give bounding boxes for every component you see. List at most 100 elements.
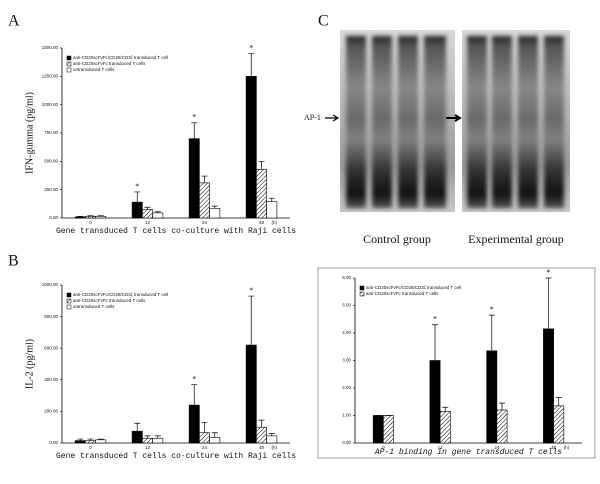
bar xyxy=(496,409,508,444)
x-tick-label: 48 xyxy=(259,220,265,225)
legend-swatch xyxy=(66,67,72,73)
y-tick-label: 1500.00 xyxy=(42,45,59,50)
significance-mark: * xyxy=(192,374,196,383)
y-tick-label: 750.00 xyxy=(44,130,58,135)
error-bar xyxy=(134,191,141,203)
bar xyxy=(188,138,200,219)
error-bar xyxy=(442,406,449,412)
legend-label: untransduced T cells xyxy=(73,304,115,309)
error-bar xyxy=(211,205,218,209)
error-bar xyxy=(97,438,104,440)
error-bar xyxy=(87,215,94,217)
y-tick-label: 500.00 xyxy=(44,159,58,164)
panel-label: C xyxy=(318,13,329,30)
band-label: AP-1 xyxy=(304,113,321,122)
error-bar xyxy=(498,402,505,410)
bar xyxy=(383,415,394,444)
panel-frame xyxy=(317,267,596,459)
x-tick-label: 24 xyxy=(202,220,208,225)
bar xyxy=(486,350,498,444)
error-bar xyxy=(248,295,255,346)
significance-mark: * xyxy=(433,315,437,324)
error-bar xyxy=(268,197,275,202)
bar xyxy=(95,439,107,444)
y-tick-label: 2.00 xyxy=(342,385,351,390)
significance-mark: * xyxy=(249,286,253,295)
bar xyxy=(199,432,210,444)
bar xyxy=(439,411,451,444)
error-bar xyxy=(154,211,161,213)
x-tick-label: 0 xyxy=(89,445,92,450)
error-bar xyxy=(248,53,255,77)
error-bar xyxy=(87,438,94,441)
legend-swatch xyxy=(66,61,72,67)
bar xyxy=(209,208,221,219)
bar xyxy=(152,212,164,219)
bar xyxy=(85,440,96,444)
y-tick-label: 4.00 xyxy=(342,330,351,335)
group-label: Experimental group xyxy=(468,232,564,246)
bar xyxy=(553,405,565,444)
bar xyxy=(266,201,278,219)
legend-swatch xyxy=(359,285,365,291)
x-axis-label: Gene transduced T cells co-culture with … xyxy=(56,227,296,236)
significance-mark: * xyxy=(192,113,196,122)
panel-label: A xyxy=(8,13,20,30)
error-bar xyxy=(191,384,198,406)
gel-image xyxy=(325,30,570,212)
bar xyxy=(245,76,257,219)
bar xyxy=(245,344,257,444)
x-tick-label: 12 xyxy=(438,445,444,450)
legend-label: untransduced T cells xyxy=(73,67,115,72)
legend-label: anti-CD20scFvFc/CD28/CD3ζ transduced T c… xyxy=(73,292,168,297)
bar xyxy=(188,404,200,444)
legend-swatch xyxy=(66,55,72,61)
bar xyxy=(256,426,267,444)
y-tick-label: 200.00 xyxy=(44,409,58,414)
legend-swatch xyxy=(66,304,72,310)
bar xyxy=(131,201,143,219)
legend-label: anti-CD20scFvFc/CD28/CD3ζ transduced T c… xyxy=(73,55,168,60)
error-bar xyxy=(134,422,141,432)
x-tick-label: 24 xyxy=(494,445,500,450)
error-bar xyxy=(144,206,151,210)
error-bar xyxy=(77,438,84,441)
legend-swatch xyxy=(359,291,365,297)
x-unit: (h) xyxy=(564,445,570,450)
x-unit: (h) xyxy=(272,220,278,225)
x-axis-label: Gene transduced T cells co-culture with … xyxy=(56,452,296,461)
panel-label: B xyxy=(8,253,19,270)
error-bar xyxy=(258,419,265,428)
error-bar xyxy=(191,122,198,139)
x-tick-label: 12 xyxy=(145,220,151,225)
error-bar xyxy=(488,314,495,351)
bar xyxy=(85,216,96,219)
error-bar xyxy=(154,435,161,439)
significance-mark: * xyxy=(135,182,139,191)
x-tick-label: 12 xyxy=(145,445,151,450)
error-bar xyxy=(201,175,208,183)
y-tick-label: 3.00 xyxy=(342,358,351,363)
legend-label: anti-CD20scFvFc transduced T cells xyxy=(73,61,146,66)
x-unit: (h) xyxy=(272,445,278,450)
y-tick-label: 6.00 xyxy=(342,275,351,280)
bar xyxy=(543,328,554,444)
bar xyxy=(142,209,153,219)
y-tick-label: 250.00 xyxy=(44,187,58,192)
bar xyxy=(199,182,210,219)
bar xyxy=(209,437,221,444)
error-bar xyxy=(545,277,552,329)
y-tick-label: 800.00 xyxy=(44,314,58,319)
y-tick-label: 1250.00 xyxy=(42,74,59,79)
error-bar xyxy=(144,435,151,439)
bar xyxy=(372,415,384,444)
x-axis-label: AP-1 binding in gene transduced T cells xyxy=(374,448,562,457)
legend-label: anti-CD20scFvFc transduced T cells xyxy=(366,291,439,296)
legend-label: anti-CD20scFvFc transduced T cells xyxy=(73,298,146,303)
y-tick-label: 1000.00 xyxy=(42,282,59,287)
x-tick-label: 24 xyxy=(202,445,208,450)
y-tick-label: 1.00 xyxy=(342,413,351,418)
x-tick-label: 48 xyxy=(259,445,265,450)
significance-mark: * xyxy=(490,305,494,314)
